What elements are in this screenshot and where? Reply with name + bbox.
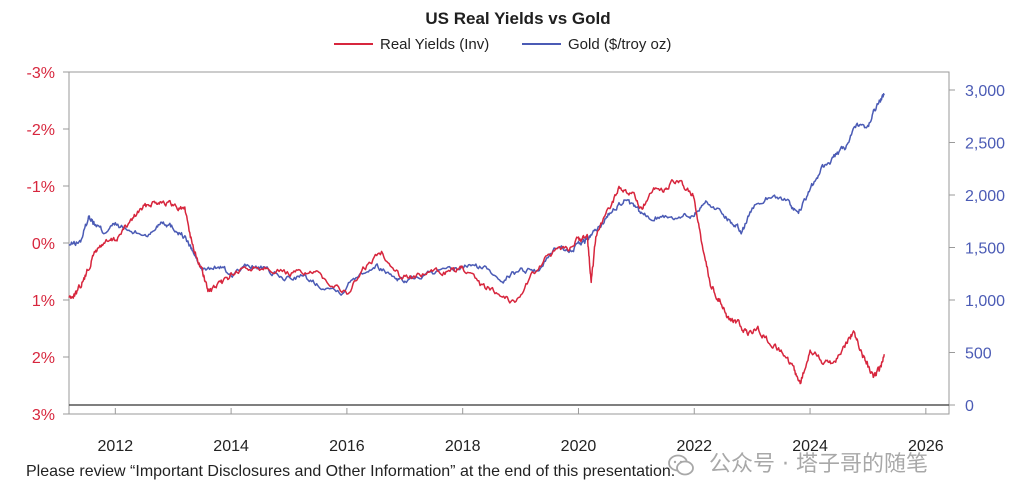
right-tick-label: 500: [965, 346, 992, 363]
legend-label-gold: Gold ($/troy oz): [568, 36, 671, 53]
gold-line: [68, 93, 885, 296]
right-tick-label: 2,500: [965, 136, 1005, 153]
x-tick-label: 2012: [98, 438, 134, 455]
right-tick-label: 0: [965, 398, 974, 415]
left-tick-label: 0%: [32, 236, 55, 253]
chart-title: US Real Yields vs Gold: [425, 9, 610, 28]
disclosure-footnote: Please review “Important Disclosures and…: [26, 463, 676, 480]
left-tick-label: -2%: [27, 122, 55, 139]
right-tick-label: 2,000: [965, 188, 1005, 205]
x-tick-label: 2016: [329, 438, 365, 455]
legend-label-real-yields: Real Yields (Inv): [380, 36, 489, 53]
left-tick-label: 2%: [32, 350, 55, 367]
left-tick-label: -1%: [27, 179, 55, 196]
x-axis-ticks: 2012 2014 2016 2018 2020 2022 2024 2026: [98, 408, 944, 455]
watermark: 公众号 · 塔子哥的随笔: [668, 446, 928, 478]
x-tick-label: 2022: [676, 438, 712, 455]
real-yields-line: [68, 179, 885, 385]
x-tick-label: 2026: [908, 438, 944, 455]
left-tick-label: 3%: [32, 407, 55, 424]
right-tick-label: 3,000: [965, 83, 1005, 100]
x-tick-label: 2014: [213, 438, 249, 455]
plot-frame: [68, 71, 950, 415]
x-tick-label: 2024: [792, 438, 828, 455]
right-tick-label: 1,500: [965, 241, 1005, 258]
right-tick-label: 1,000: [965, 293, 1005, 310]
left-tick-label: 1%: [32, 293, 55, 310]
right-axis-ticks: 3,000 2,500 2,000 1,500 1,000 500 0: [949, 83, 1005, 415]
watermark-text: 公众号 · 塔子哥的随笔: [709, 452, 928, 477]
x-tick-label: 2020: [561, 438, 597, 455]
x-tick-label: 2018: [445, 438, 481, 455]
left-axis-ticks: -3% -2% -1% 0% 1% 2% 3%: [27, 65, 69, 424]
legend: Real Yields (Inv) Gold ($/troy oz): [334, 36, 671, 53]
wechat-icon: [668, 454, 694, 476]
series-layer: [68, 93, 885, 385]
left-tick-label: -3%: [27, 65, 55, 82]
